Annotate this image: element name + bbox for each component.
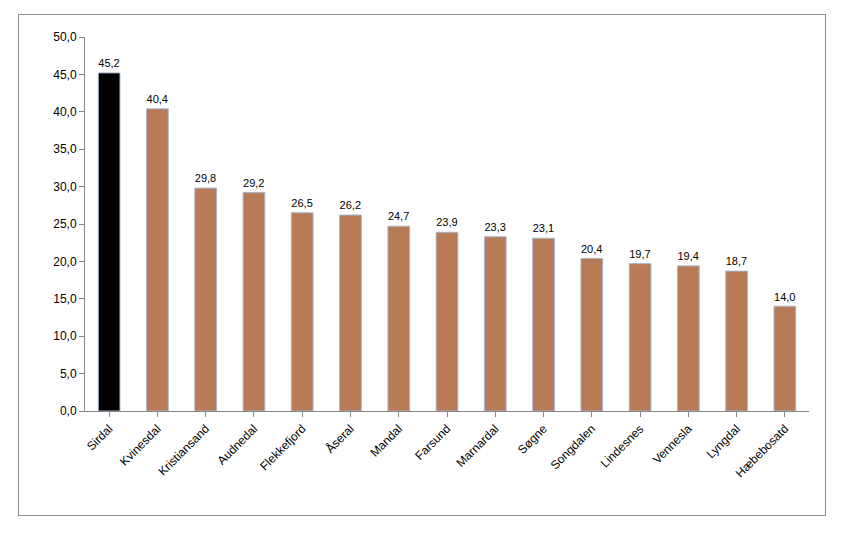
svg-text:30,0: 30,0 — [53, 180, 77, 194]
svg-text:Audnedal: Audnedal — [215, 422, 261, 468]
svg-text:Kvinesdal: Kvinesdal — [117, 422, 164, 469]
svg-text:0,0: 0,0 — [60, 404, 77, 418]
svg-text:Åseral: Åseral — [322, 421, 357, 456]
svg-text:Hæbebosatd: Hæbebosatd — [733, 422, 791, 480]
svg-text:19,7: 19,7 — [629, 248, 650, 260]
svg-text:10,0: 10,0 — [53, 329, 77, 343]
svg-text:Lyngdal: Lyngdal — [704, 422, 743, 461]
svg-text:40,0: 40,0 — [53, 105, 77, 119]
svg-text:26,5: 26,5 — [291, 197, 312, 209]
svg-text:Marnardal: Marnardal — [454, 422, 502, 470]
svg-text:14,0: 14,0 — [774, 291, 795, 303]
svg-text:Søgne: Søgne — [515, 422, 550, 457]
svg-text:29,2: 29,2 — [243, 177, 264, 189]
svg-text:29,8: 29,8 — [195, 172, 216, 184]
svg-text:Sirdal: Sirdal — [84, 422, 116, 454]
svg-text:Songdalen: Songdalen — [548, 422, 598, 472]
svg-text:23,9: 23,9 — [436, 216, 457, 228]
svg-text:Flekkefjord: Flekkefjord — [257, 422, 308, 473]
svg-text:Farsund: Farsund — [412, 422, 453, 463]
svg-text:19,4: 19,4 — [677, 250, 698, 262]
svg-text:50,0: 50,0 — [53, 30, 77, 44]
svg-text:Lindesnes: Lindesnes — [598, 422, 647, 471]
svg-text:20,0: 20,0 — [53, 255, 77, 269]
svg-text:Kristiansand: Kristiansand — [155, 422, 212, 479]
svg-text:26,2: 26,2 — [340, 199, 361, 211]
svg-text:45,2: 45,2 — [98, 57, 119, 69]
svg-text:35,0: 35,0 — [53, 142, 77, 156]
svg-text:Vennesla: Vennesla — [650, 422, 695, 467]
svg-text:5,0: 5,0 — [60, 367, 77, 381]
svg-text:23,1: 23,1 — [533, 222, 554, 234]
svg-text:45,0: 45,0 — [53, 68, 77, 82]
svg-text:24,7: 24,7 — [388, 210, 409, 222]
svg-text:15,0: 15,0 — [53, 292, 77, 306]
svg-text:40,4: 40,4 — [147, 93, 168, 105]
svg-text:25,0: 25,0 — [53, 217, 77, 231]
svg-text:23,3: 23,3 — [484, 221, 505, 233]
svg-text:Mandal: Mandal — [367, 422, 405, 460]
svg-text:18,7: 18,7 — [726, 255, 747, 267]
svg-text:20,4: 20,4 — [581, 243, 602, 255]
